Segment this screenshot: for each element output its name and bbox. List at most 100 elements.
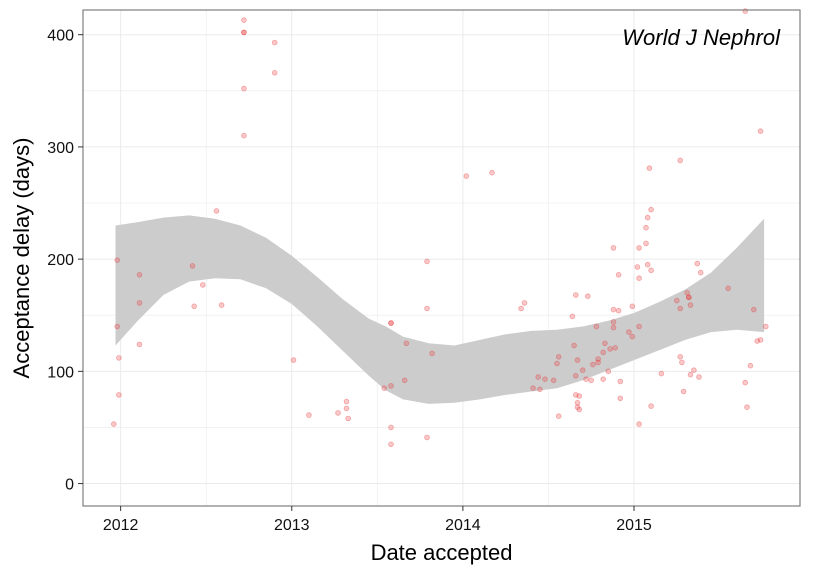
y-tick-label: 400 (47, 28, 74, 45)
data-point (757, 128, 764, 135)
data-point (629, 303, 636, 310)
data-point (687, 302, 694, 308)
data-point (574, 399, 581, 406)
data-point (754, 338, 760, 344)
data-point (241, 132, 247, 139)
data-point (241, 85, 247, 92)
data-point (685, 294, 692, 301)
data-point (343, 398, 350, 405)
data-point (381, 385, 388, 392)
data-point (114, 257, 120, 264)
data-point (643, 224, 649, 231)
data-point (610, 306, 617, 313)
data-point (677, 305, 683, 312)
data-point (572, 392, 579, 398)
data-point (241, 17, 247, 23)
data-point (401, 377, 408, 384)
data-point (136, 271, 143, 278)
data-point (750, 306, 757, 313)
data-point (530, 385, 536, 392)
data-point (677, 157, 683, 164)
data-point (335, 410, 341, 416)
data-point (696, 374, 702, 380)
data-point (388, 320, 394, 326)
data-point (429, 350, 435, 357)
y-axis-title: Acceptance delay (days) (9, 138, 34, 379)
data-point (343, 405, 350, 412)
data-point (271, 39, 278, 46)
y-tick-label: 300 (47, 140, 74, 157)
data-point (136, 300, 143, 306)
data-point (725, 285, 731, 292)
y-axis: 0 100 200 300 400 (47, 28, 83, 494)
data-point (290, 357, 297, 363)
data-point (542, 376, 548, 383)
data-point (677, 353, 683, 360)
data-point (593, 323, 600, 330)
data-point (757, 337, 764, 343)
x-axis-title: Date accepted (371, 540, 513, 565)
data-point (572, 292, 579, 298)
data-point (634, 264, 641, 270)
data-point (388, 383, 394, 389)
data-point (554, 360, 560, 367)
data-point (762, 323, 769, 330)
data-point (636, 245, 642, 251)
data-point (403, 340, 410, 347)
data-point (679, 359, 685, 366)
data-point (306, 412, 312, 418)
data-point (537, 386, 543, 393)
data-point (747, 362, 754, 369)
data-point (612, 344, 618, 351)
data-point (648, 206, 654, 213)
data-point (610, 324, 617, 331)
data-point (111, 421, 117, 427)
data-point (200, 282, 206, 288)
data-point (241, 29, 247, 36)
x-tick-label: 2014 (445, 517, 481, 534)
data-point (574, 404, 581, 411)
data-point (636, 275, 642, 282)
data-point (388, 320, 394, 326)
data-point (590, 361, 596, 368)
data-point (191, 303, 198, 310)
data-point (535, 374, 541, 380)
data-point (680, 388, 687, 395)
data-point (626, 329, 632, 335)
data-point (658, 370, 665, 377)
data-point (424, 258, 430, 265)
data-point (518, 305, 524, 312)
data-point (136, 341, 143, 348)
data-point (648, 267, 654, 274)
data-point (555, 413, 562, 420)
y-tick-label: 0 (65, 477, 74, 494)
data-point (116, 355, 122, 361)
data-point (218, 302, 225, 308)
confidence-band (115, 215, 765, 404)
data-point (607, 346, 613, 352)
data-point (602, 340, 608, 347)
data-point (555, 353, 562, 360)
y-tick-label: 100 (47, 364, 74, 381)
data-point (744, 404, 750, 411)
data-point (489, 169, 495, 176)
data-point (646, 165, 653, 172)
y-tick-label: 200 (47, 252, 74, 269)
grid-minor (83, 10, 800, 506)
data-point (579, 367, 586, 374)
data-point (388, 441, 394, 448)
data-point (636, 421, 642, 427)
x-axis: 2012 2013 2014 2015 (103, 506, 652, 534)
data-point (629, 333, 636, 340)
journal-annotation: World J Nephrol (622, 25, 781, 50)
data-point (424, 434, 430, 441)
data-point (600, 349, 606, 356)
data-point (584, 293, 591, 300)
data-point (345, 415, 352, 422)
points-layer (111, 8, 769, 448)
data-point (424, 305, 430, 312)
data-point (691, 367, 697, 374)
data-point (636, 323, 642, 330)
data-point (576, 406, 583, 413)
